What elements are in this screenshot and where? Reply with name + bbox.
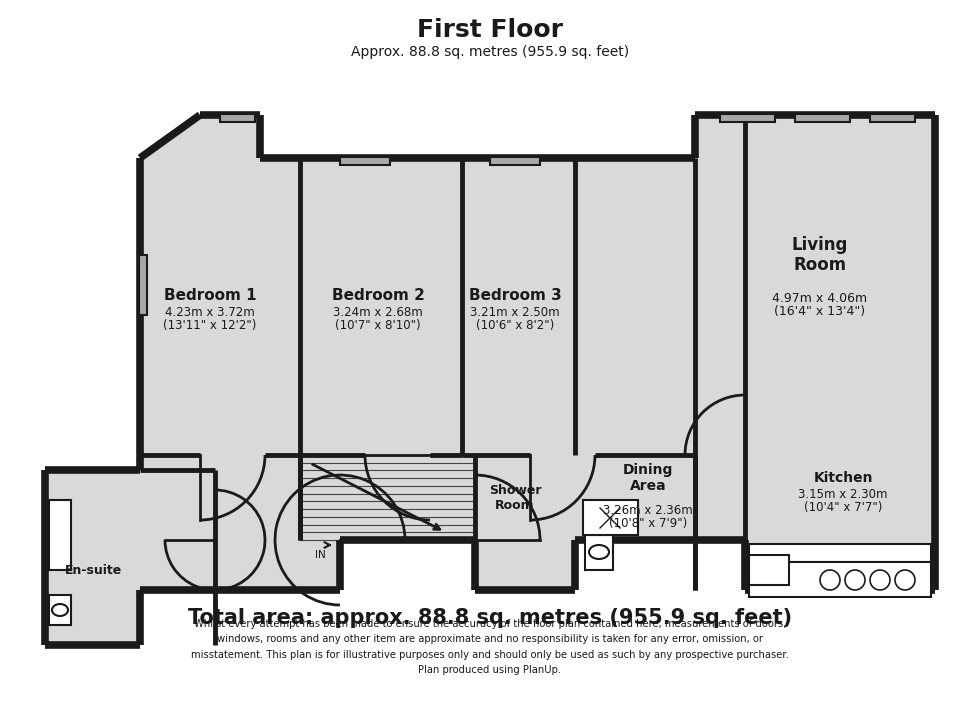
Bar <box>340 157 390 165</box>
Text: 3.15m x 2.30m: 3.15m x 2.30m <box>799 488 888 501</box>
Text: Living
Room: Living Room <box>792 236 848 274</box>
Polygon shape <box>140 115 200 158</box>
Bar <box>749 562 931 597</box>
Text: Bedroom 3: Bedroom 3 <box>468 288 562 303</box>
Text: 4.97m x 4.06m: 4.97m x 4.06m <box>772 291 867 305</box>
Text: (10'7" x 8'10"): (10'7" x 8'10") <box>335 318 420 332</box>
Text: Whilst every attempt has been made to ensure the accuracy of the floor plan cont: Whilst every attempt has been made to en… <box>191 619 789 676</box>
Text: First Floor: First Floor <box>417 18 563 42</box>
Ellipse shape <box>589 545 609 559</box>
Text: (10'8" x 7'9"): (10'8" x 7'9") <box>609 516 687 530</box>
Text: IN: IN <box>315 550 325 560</box>
Text: (10'4" x 7'7"): (10'4" x 7'7") <box>804 501 882 515</box>
Text: Kitchen: Kitchen <box>813 471 873 485</box>
Text: 4.23m x 3.72m: 4.23m x 3.72m <box>165 306 255 320</box>
Text: Approx. 88.8 sq. metres (955.9 sq. feet): Approx. 88.8 sq. metres (955.9 sq. feet) <box>351 45 629 59</box>
Polygon shape <box>140 115 935 590</box>
Text: Shower
Room: Shower Room <box>489 484 541 512</box>
Text: En-suite: En-suite <box>65 563 122 577</box>
Ellipse shape <box>52 604 68 616</box>
Text: (10'6" x 8'2"): (10'6" x 8'2") <box>476 318 554 332</box>
Text: 3.21m x 2.50m: 3.21m x 2.50m <box>470 306 560 320</box>
Circle shape <box>870 570 890 590</box>
Text: (13'11" x 12'2"): (13'11" x 12'2") <box>164 318 257 332</box>
Polygon shape <box>45 470 140 645</box>
Text: Bedroom 2: Bedroom 2 <box>331 288 424 303</box>
Text: Total area: approx. 88.8 sq. metres (955.9 sq. feet): Total area: approx. 88.8 sq. metres (955… <box>188 608 792 628</box>
Bar <box>490 157 540 165</box>
Text: 3.26m x 2.36m: 3.26m x 2.36m <box>603 503 693 516</box>
Bar <box>749 544 931 562</box>
Bar <box>749 555 789 585</box>
Bar <box>720 114 775 122</box>
Bar <box>870 114 915 122</box>
Circle shape <box>845 570 865 590</box>
Bar <box>795 114 850 122</box>
Text: 3.24m x 2.68m: 3.24m x 2.68m <box>333 306 423 320</box>
Text: Dining
Area: Dining Area <box>623 463 673 493</box>
Bar <box>139 255 147 315</box>
Bar <box>583 500 638 535</box>
Circle shape <box>895 570 915 590</box>
Bar <box>585 535 613 570</box>
Bar <box>49 500 71 570</box>
Text: Bedroom 1: Bedroom 1 <box>164 288 257 303</box>
Text: (16'4" x 13'4"): (16'4" x 13'4") <box>774 305 865 318</box>
Circle shape <box>820 570 840 590</box>
Bar <box>49 595 71 625</box>
Bar <box>220 114 255 122</box>
Text: MANSELL
McTAGGART: MANSELL McTAGGART <box>241 314 618 426</box>
